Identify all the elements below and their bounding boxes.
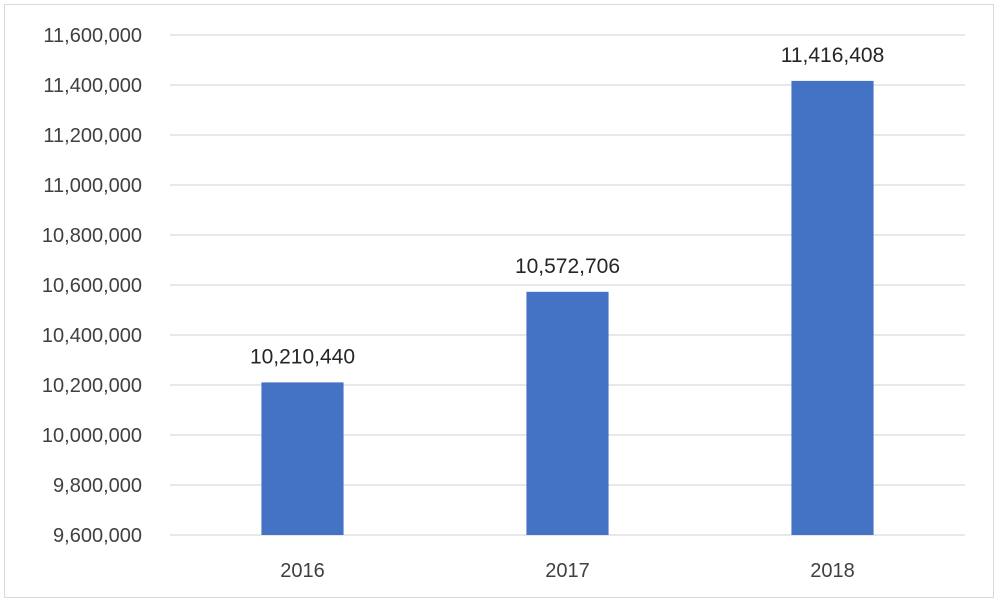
y-axis-tick-labels: 9,600,000 9,800,000 10,000,000 10,200,000 10…: [42, 25, 142, 547]
bar-2018: [791, 80, 874, 535]
y-tick-label: 10,200,000: [42, 375, 142, 397]
x-tick-label-2018: 2018: [810, 560, 855, 582]
y-tick-label: 10,600,000: [42, 275, 142, 297]
y-tick-label: 11,000,000: [43, 175, 142, 197]
x-tick-label-2016: 2016: [280, 560, 325, 582]
data-label-2016: 10,210,440: [250, 345, 355, 368]
y-tick-label: 11,600,000: [43, 25, 142, 47]
y-tick-label: 9,600,000: [53, 525, 142, 547]
x-axis-category-labels: 2016 2017 2018: [280, 560, 855, 582]
bars: [261, 80, 874, 535]
data-label-2017: 10,572,706: [515, 255, 620, 278]
bar-2016: [261, 382, 344, 535]
data-labels: 10,210,440 10,572,706 11,416,408: [250, 44, 884, 368]
y-tick-label: 9,800,000: [53, 475, 142, 497]
bar-2017: [526, 291, 609, 535]
y-tick-label: 10,400,000: [42, 325, 142, 347]
y-tick-label: 11,400,000: [43, 75, 142, 97]
y-tick-label: 10,000,000: [42, 425, 142, 447]
x-tick-label-2017: 2017: [545, 560, 590, 582]
data-label-2018: 11,416,408: [781, 44, 885, 67]
y-tick-label: 10,800,000: [42, 225, 142, 247]
y-tick-label: 11,200,000: [43, 125, 142, 147]
